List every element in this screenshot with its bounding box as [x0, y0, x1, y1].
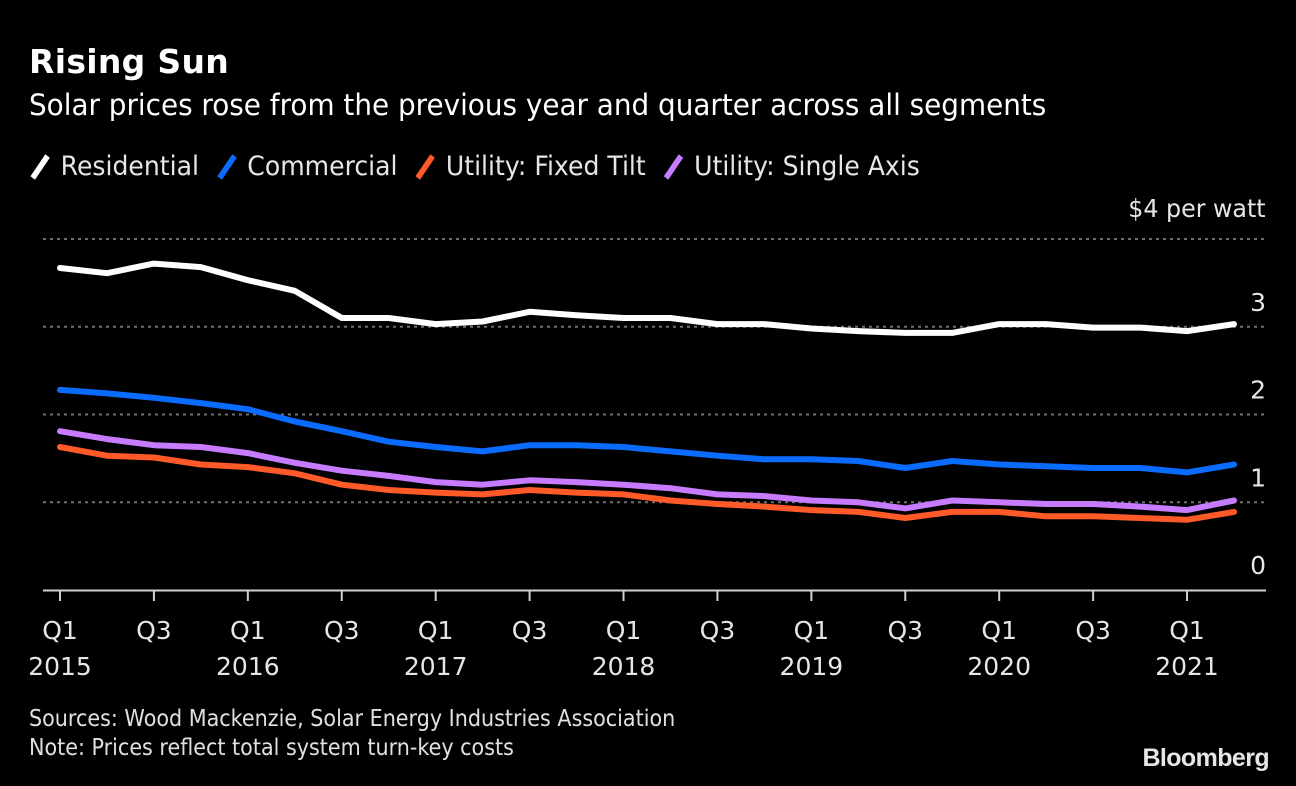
chart-title: Rising Sun [29, 42, 230, 81]
x-tick-label-quarter: Q1 [418, 616, 454, 645]
x-tick-label-quarter: Q3 [887, 616, 923, 645]
x-tick-label-quarter: Q1 [42, 616, 78, 645]
x-tick-label-quarter: Q3 [512, 616, 548, 645]
x-tick-label-quarter: Q1 [230, 616, 266, 645]
series-line-commercial [57, 386, 1237, 476]
x-tick-label-year: 2020 [967, 652, 1031, 681]
y-tick-label: 2 [1250, 376, 1266, 405]
x-tick-label-quarter: Q3 [700, 616, 736, 645]
legend-item-residential: Residential [29, 150, 199, 184]
chart-subtitle: Solar prices rose from the previous year… [29, 88, 1047, 122]
x-tick-label-year: 2016 [216, 652, 280, 681]
legend-swatch-icon [217, 154, 237, 180]
x-tick-label-quarter: Q3 [1075, 616, 1111, 645]
legend-label: Utility: Single Axis [694, 151, 920, 182]
x-tick-label-quarter: Q1 [794, 616, 830, 645]
x-tick-label-quarter: Q3 [324, 616, 360, 645]
legend-label: Residential [60, 151, 199, 182]
gridlines [43, 238, 1266, 504]
legend-label: Utility: Fixed Tilt [445, 151, 646, 182]
y-tick-label: 0 [1250, 551, 1266, 580]
x-tick-label-quarter: Q1 [1169, 616, 1205, 645]
legend-item-utility-fixed-tilt: Utility: Fixed Tilt [414, 150, 646, 184]
x-tick-label-year: 2019 [780, 652, 844, 681]
legend-item-utility-single-axis: Utility: Single Axis [662, 150, 920, 184]
series-line-utility-single-axis [57, 428, 1237, 514]
legend-swatch-icon [30, 154, 50, 180]
series-line-residential [57, 260, 1237, 336]
series-lines [57, 260, 1237, 523]
x-axis: Q1 2015 Q3 Q1 2016 Q3 Q1 2017 Q3 Q1 2018 Q3 Q1 2019 Q3… [28, 589, 1266, 681]
x-tick-label-year: 2017 [404, 652, 468, 681]
legend-swatch-icon [663, 154, 684, 180]
y-axis-unit-label: $4 per watt [1128, 194, 1266, 223]
x-tick-label-quarter: Q1 [981, 616, 1017, 645]
y-tick-label: 1 [1250, 463, 1266, 492]
legend-swatch-icon [415, 154, 436, 180]
x-tick-label-year: 2021 [1155, 652, 1219, 681]
legend: Residential Commercial Utility: Fixed Ti… [29, 150, 937, 184]
sources-note: Sources: Wood Mackenzie, Solar Energy In… [29, 706, 676, 732]
x-tick-label-year: 2018 [592, 652, 656, 681]
bloomberg-logo: Bloomberg [1142, 744, 1269, 772]
x-tick-label-year: 2015 [28, 652, 92, 681]
legend-item-commercial: Commercial [216, 150, 398, 184]
footnote: Note: Prices reflect total system turn-k… [29, 735, 514, 761]
y-tick-label: 3 [1250, 288, 1266, 317]
legend-label: Commercial [247, 151, 398, 182]
y-axis-tick-labels: 0 1 2 3 [1250, 288, 1266, 580]
series-line-utility-fixed-tilt [57, 444, 1237, 523]
x-tick-label-quarter: Q3 [136, 616, 172, 645]
x-tick-label-quarter: Q1 [606, 616, 642, 645]
